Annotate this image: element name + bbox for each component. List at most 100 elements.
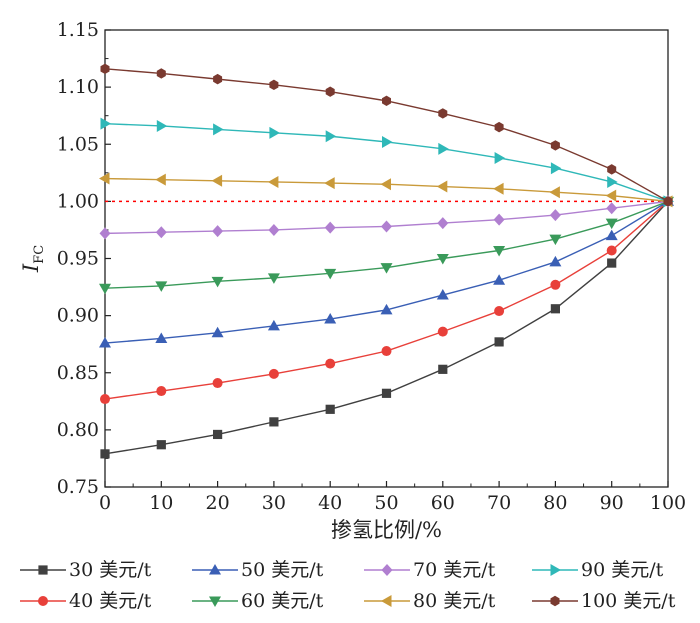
- legend-item: 50 美元/t: [192, 559, 324, 581]
- data-point: [100, 63, 110, 75]
- data-point: [155, 281, 168, 292]
- x-tick-label: 80: [543, 492, 567, 514]
- x-tick-label: 20: [206, 492, 230, 514]
- y-axis-title: IFC: [19, 245, 47, 273]
- data-point: [550, 162, 562, 175]
- data-point: [325, 404, 335, 414]
- x-tick-label: 70: [487, 492, 511, 514]
- legend-label: 80 美元/t: [413, 590, 496, 612]
- data-point: [606, 202, 618, 215]
- data-point: [607, 258, 617, 268]
- data-point: [380, 303, 393, 315]
- data-point: [494, 121, 504, 133]
- series-line: [104, 200, 669, 455]
- legend-marker: [209, 564, 221, 575]
- data-point: [155, 173, 166, 186]
- data-point: [213, 123, 224, 136]
- y-tick-label: 1.05: [57, 133, 99, 155]
- data-point: [156, 386, 167, 397]
- data-point: [99, 172, 110, 185]
- legend-label: 60 美元/t: [241, 590, 324, 612]
- legend-label: 40 美元/t: [69, 590, 152, 612]
- data-point: [549, 209, 561, 222]
- y-tick-label: 1.10: [57, 76, 99, 98]
- x-tick-label: 30: [262, 492, 286, 514]
- data-point: [549, 234, 562, 246]
- data-point: [156, 68, 166, 79]
- data-point: [324, 268, 337, 280]
- data-point: [325, 86, 335, 97]
- data-point: [155, 226, 167, 239]
- legend-marker: [381, 595, 392, 607]
- data-point: [437, 326, 448, 337]
- data-point: [550, 140, 560, 151]
- data-point: [213, 73, 223, 85]
- data-point: [606, 245, 617, 256]
- data-point: [325, 130, 337, 143]
- data-point: [493, 274, 506, 285]
- data-point: [605, 189, 617, 202]
- data-point: [155, 332, 168, 343]
- y-tick-label: 0.95: [57, 248, 99, 270]
- data-point: [99, 283, 111, 295]
- data-point: [100, 449, 110, 459]
- legend-marker: [381, 564, 393, 576]
- series-0: [100, 196, 673, 459]
- data-point: [324, 221, 336, 234]
- data-point: [607, 164, 617, 175]
- x-tick-label: 10: [149, 492, 173, 514]
- data-point: [550, 304, 560, 314]
- data-point: [267, 319, 280, 331]
- x-tick-label: 100: [650, 492, 686, 514]
- data-point: [436, 254, 449, 265]
- data-point: [156, 119, 168, 132]
- y-tick-label: 1.15: [57, 19, 99, 41]
- data-point: [605, 229, 618, 241]
- x-axis-title: 掺氢比例/%: [331, 518, 442, 542]
- data-point: [436, 289, 449, 300]
- data-point: [212, 378, 223, 389]
- data-point: [156, 440, 166, 450]
- y-axis-title-main: I: [19, 263, 43, 273]
- legend-item: 90 美元/t: [532, 559, 664, 581]
- legend-label: 70 美元/t: [413, 559, 496, 581]
- data-point: [493, 213, 505, 226]
- data-point: [380, 263, 393, 274]
- data-point: [381, 388, 392, 398]
- x-tick-label: 60: [431, 492, 455, 514]
- data-point: [100, 117, 111, 130]
- legend-marker: [550, 564, 561, 576]
- y-tick-label: 0.80: [57, 419, 99, 441]
- y-tick-label: 1.00: [57, 190, 99, 212]
- data-point: [324, 313, 337, 324]
- x-tick-label: 0: [99, 492, 111, 514]
- legend-marker: [38, 565, 48, 575]
- data-point: [381, 95, 392, 107]
- data-point: [494, 337, 504, 347]
- data-point: [325, 358, 336, 369]
- data-point: [436, 180, 448, 193]
- data-point: [269, 79, 279, 91]
- data-point: [268, 368, 279, 379]
- data-point: [494, 151, 506, 164]
- data-point: [493, 246, 506, 257]
- data-point: [550, 279, 561, 290]
- series-line: [104, 200, 669, 289]
- y-axis-title-subscript: FC: [32, 245, 47, 264]
- data-point: [381, 220, 392, 233]
- data-point: [267, 273, 280, 284]
- data-point: [381, 346, 392, 357]
- x-tick-label: 50: [374, 492, 398, 514]
- x-tick-label: 90: [600, 492, 624, 514]
- data-point: [211, 174, 223, 187]
- legend-item: 40 美元/t: [20, 590, 152, 612]
- legend-item: 80 美元/t: [364, 590, 496, 612]
- data-point: [269, 417, 279, 427]
- data-point: [99, 227, 111, 240]
- legend-label: 100 美元/t: [581, 590, 676, 612]
- data-point: [268, 223, 280, 236]
- data-point: [493, 182, 504, 195]
- data-point: [267, 175, 279, 188]
- data-point: [494, 306, 505, 317]
